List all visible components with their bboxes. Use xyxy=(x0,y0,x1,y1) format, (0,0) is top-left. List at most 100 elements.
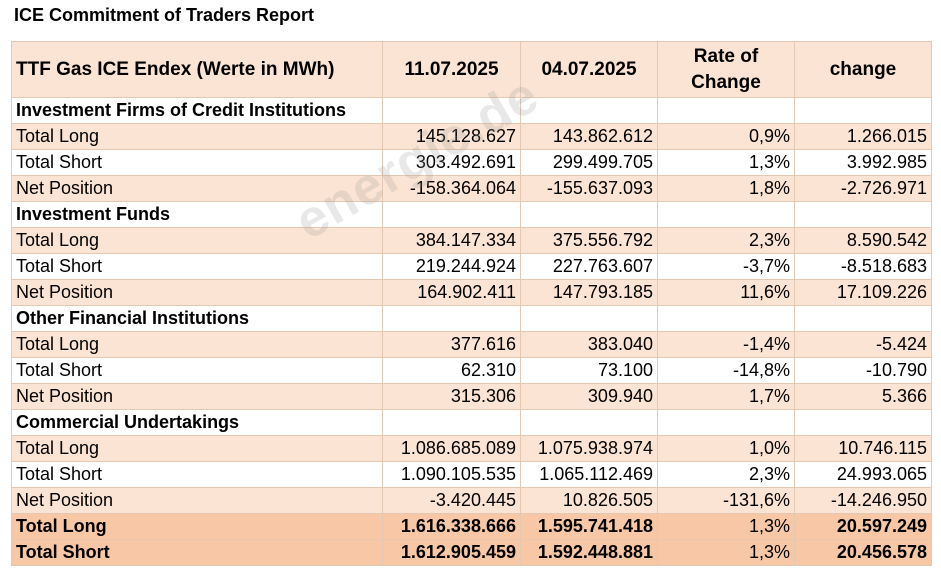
value-current: 1.612.905.459 xyxy=(382,539,521,566)
value-previous: 375.556.792 xyxy=(520,227,658,254)
row-label: Net Position xyxy=(11,279,383,306)
row-label: Total Short xyxy=(11,149,383,176)
value-current: 219.244.924 xyxy=(382,253,521,280)
change-value: -14.246.950 xyxy=(794,487,932,514)
value-previous: 1.592.448.881 xyxy=(520,539,658,566)
value-previous: 1.595.741.418 xyxy=(520,513,658,540)
rate-of-change: 1,0% xyxy=(657,435,795,462)
change-value: 5.366 xyxy=(794,383,932,410)
value-previous: -155.637.093 xyxy=(520,175,658,202)
section-title: Investment Firms of Credit Institutions xyxy=(11,97,383,124)
table-header-row: TTF Gas ICE Endex (Werte in MWh) 11.07.2… xyxy=(11,41,932,98)
rate-of-change: 2,3% xyxy=(657,461,795,488)
change-value: -10.790 xyxy=(794,357,932,384)
rate-of-change: 1,3% xyxy=(657,149,795,176)
table-row: Net Position 164.902.411 147.793.185 11,… xyxy=(11,279,932,306)
row-label: Total Short xyxy=(11,461,383,488)
rate-of-change: 1,3% xyxy=(657,539,795,566)
change-value: 8.590.542 xyxy=(794,227,932,254)
section-row: Commercial Undertakings xyxy=(11,409,932,436)
header-date-current: 11.07.2025 xyxy=(382,41,521,98)
rate-of-change: -14,8% xyxy=(657,357,795,384)
change-value: 10.746.115 xyxy=(794,435,932,462)
value-current: 62.310 xyxy=(382,357,521,384)
rate-of-change: 1,3% xyxy=(657,513,795,540)
change-value: 20.597.249 xyxy=(794,513,932,540)
table-row: Total Short 303.492.691 299.499.705 1,3%… xyxy=(11,149,932,176)
section-title: Other Financial Institutions xyxy=(11,305,383,332)
rate-of-change: 0,9% xyxy=(657,123,795,150)
total-row: Total Long 1.616.338.666 1.595.741.418 1… xyxy=(11,513,932,540)
value-current: 164.902.411 xyxy=(382,279,521,306)
rate-of-change: -131,6% xyxy=(657,487,795,514)
change-value: -5.424 xyxy=(794,331,932,358)
section-row: Investment Firms of Credit Institutions xyxy=(11,97,932,124)
section-row: Other Financial Institutions xyxy=(11,305,932,332)
section-title: Investment Funds xyxy=(11,201,383,228)
value-previous: 143.862.612 xyxy=(520,123,658,150)
value-current: 145.128.627 xyxy=(382,123,521,150)
rate-of-change: 1,8% xyxy=(657,175,795,202)
change-value: 3.992.985 xyxy=(794,149,932,176)
report-title: ICE Commitment of Traders Report xyxy=(14,5,315,25)
table-row: Total Short 219.244.924 227.763.607 -3,7… xyxy=(11,253,932,280)
value-previous: 10.826.505 xyxy=(520,487,658,514)
change-value: -2.726.971 xyxy=(794,175,932,202)
value-current: -3.420.445 xyxy=(382,487,521,514)
value-current: 1.086.685.089 xyxy=(382,435,521,462)
table-row: Total Short 1.090.105.535 1.065.112.469 … xyxy=(11,461,932,488)
value-current: 1.090.105.535 xyxy=(382,461,521,488)
change-value: 20.456.578 xyxy=(794,539,932,566)
value-previous: 1.075.938.974 xyxy=(520,435,658,462)
header-date-previous: 04.07.2025 xyxy=(520,41,658,98)
total-row: Total Short 1.612.905.459 1.592.448.881 … xyxy=(11,539,932,566)
rate-of-change: 11,6% xyxy=(657,279,795,306)
change-value: 24.993.065 xyxy=(794,461,932,488)
value-previous: 147.793.185 xyxy=(520,279,658,306)
row-label: Total Short xyxy=(11,253,383,280)
table-row: Net Position 315.306 309.940 1,7% 5.366 xyxy=(11,383,932,410)
value-previous: 383.040 xyxy=(520,331,658,358)
rate-of-change: -1,4% xyxy=(657,331,795,358)
row-label: Total Long xyxy=(11,123,383,150)
value-current: 377.616 xyxy=(382,331,521,358)
row-label: Net Position xyxy=(11,175,383,202)
value-previous: 299.499.705 xyxy=(520,149,658,176)
rate-of-change: -3,7% xyxy=(657,253,795,280)
header-change: change xyxy=(794,41,932,98)
table-row: Total Short 62.310 73.100 -14,8% -10.790 xyxy=(11,357,932,384)
value-current: 303.492.691 xyxy=(382,149,521,176)
row-label: Total Long xyxy=(11,331,383,358)
row-label: Total Long xyxy=(11,513,383,540)
value-previous: 73.100 xyxy=(520,357,658,384)
value-current: 315.306 xyxy=(382,383,521,410)
section-row: Investment Funds xyxy=(11,201,932,228)
change-value: 1.266.015 xyxy=(794,123,932,150)
row-label: Total Short xyxy=(11,539,383,566)
value-previous: 309.940 xyxy=(520,383,658,410)
header-rate-of-change: Rate of Change xyxy=(657,41,795,98)
row-label: Net Position xyxy=(11,383,383,410)
change-value: 17.109.226 xyxy=(794,279,932,306)
rate-of-change: 1,7% xyxy=(657,383,795,410)
row-label: Net Position xyxy=(11,487,383,514)
value-previous: 227.763.607 xyxy=(520,253,658,280)
row-label: Total Long xyxy=(11,227,383,254)
row-label: Total Long xyxy=(11,435,383,462)
section-title: Commercial Undertakings xyxy=(11,409,383,436)
rate-of-change: 2,3% xyxy=(657,227,795,254)
table-row: Total Long 384.147.334 375.556.792 2,3% … xyxy=(11,227,932,254)
value-current: 1.616.338.666 xyxy=(382,513,521,540)
table-row: Net Position -158.364.064 -155.637.093 1… xyxy=(11,175,932,202)
table-row: Total Long 145.128.627 143.862.612 0,9% … xyxy=(11,123,932,150)
value-current: -158.364.064 xyxy=(382,175,521,202)
value-current: 384.147.334 xyxy=(382,227,521,254)
cot-table: TTF Gas ICE Endex (Werte in MWh) 11.07.2… xyxy=(11,41,932,566)
table-row: Total Long 1.086.685.089 1.075.938.974 1… xyxy=(11,435,932,462)
table-row: Net Position -3.420.445 10.826.505 -131,… xyxy=(11,487,932,514)
table-row: Total Long 377.616 383.040 -1,4% -5.424 xyxy=(11,331,932,358)
change-value: -8.518.683 xyxy=(794,253,932,280)
row-label: Total Short xyxy=(11,357,383,384)
header-instrument: TTF Gas ICE Endex (Werte in MWh) xyxy=(11,41,383,98)
value-previous: 1.065.112.469 xyxy=(520,461,658,488)
